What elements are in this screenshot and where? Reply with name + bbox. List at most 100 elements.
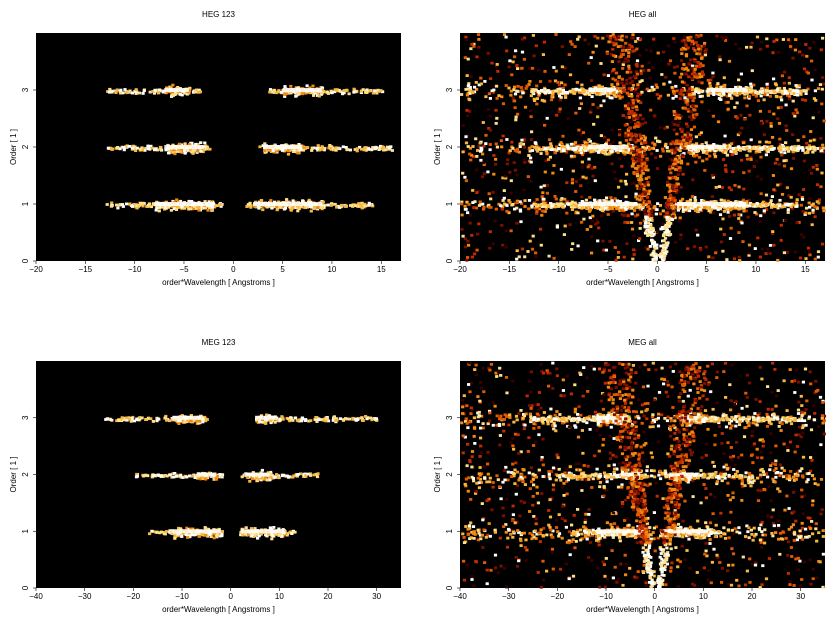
heatmap-pixel [814, 99, 817, 102]
heatmap-pixel [792, 157, 795, 160]
heatmap-pixel [679, 76, 682, 79]
heatmap-pixel [681, 67, 684, 70]
heatmap-pixel [495, 208, 498, 211]
heatmap-pixel [822, 83, 825, 86]
heatmap-pixel [353, 88, 356, 91]
heatmap-pixel [821, 76, 824, 79]
heatmap-pixel [627, 102, 630, 105]
heatmap-pixel [179, 93, 182, 96]
heatmap-pixel [656, 93, 659, 96]
heatmap-pixel [671, 86, 674, 89]
heatmap-pixel [296, 210, 299, 213]
heatmap-pixel [632, 248, 635, 251]
heatmap-pixel [492, 242, 495, 245]
heatmap-pixel [640, 137, 643, 140]
heatmap-pixel [766, 89, 769, 92]
heatmap-pixel [515, 222, 518, 225]
heatmap-pixel [553, 195, 556, 198]
heatmap-pixel [465, 179, 468, 182]
heatmap-pixel [722, 158, 725, 161]
heatmap-pixel [738, 48, 741, 51]
heatmap-pixel [730, 142, 733, 145]
heatmap-pixel [671, 187, 674, 190]
heatmap-pixel [711, 174, 714, 177]
heatmap-pixel [686, 163, 689, 166]
heatmap-pixel [743, 118, 746, 121]
heatmap-pixel [720, 199, 723, 202]
heatmap-pixel [576, 212, 579, 215]
heatmap-pixel [469, 86, 472, 89]
heatmap-pixel [662, 210, 665, 213]
heatmap-pixel [560, 141, 563, 144]
heatmap-pixel [642, 142, 645, 145]
heatmap-pixel [475, 191, 478, 194]
heatmap-pixel [683, 147, 686, 150]
heatmap-pixel [611, 48, 614, 51]
heatmap-pixel [528, 199, 531, 202]
heatmap-pixel [670, 203, 673, 206]
heatmap-pixel [615, 259, 618, 262]
heatmap-pixel [672, 37, 675, 40]
heatmap-pixel [673, 41, 676, 44]
heatmap-pixel [632, 154, 635, 157]
heatmap-pixel [206, 209, 209, 212]
heatmap-pixel [805, 55, 808, 58]
heatmap-pixel [516, 174, 519, 177]
heatmap-pixel [733, 214, 736, 217]
heatmap-pixel [811, 223, 814, 226]
heatmap-pixel [769, 122, 772, 125]
heatmap-pixel [472, 45, 475, 48]
heatmap-pixel [567, 117, 570, 120]
heatmap-pixel [761, 248, 764, 251]
heatmap-pixel [473, 86, 476, 89]
heatmap-pixel [651, 66, 654, 69]
heatmap-pixel [193, 91, 196, 94]
heatmap-pixel [594, 223, 597, 226]
heatmap-pixel [521, 248, 524, 251]
heatmap-pixel [759, 110, 762, 113]
heatmap-pixel [644, 222, 647, 225]
heatmap-pixel [505, 229, 508, 232]
heatmap-pixel [153, 148, 156, 151]
heatmap-pixel [776, 117, 779, 120]
heatmap-pixel [318, 95, 321, 98]
heatmap-pixel [779, 96, 782, 99]
heatmap-pixel [705, 246, 708, 249]
heatmap-pixel [631, 104, 634, 107]
heatmap-pixel [594, 179, 597, 182]
heatmap-pixel [765, 120, 768, 123]
heatmap-pixel [680, 59, 683, 62]
heatmap-pixel [808, 197, 811, 200]
heatmap-pixel [680, 52, 683, 55]
heatmap-pixel [541, 191, 544, 194]
heatmap-pixel [725, 149, 728, 152]
heatmap-pixel [638, 237, 641, 240]
heatmap-pixel [462, 151, 465, 154]
heatmap-pixel [656, 231, 659, 234]
heatmap-pixel [682, 139, 685, 142]
heatmap-pixel [711, 75, 714, 78]
heatmap-pixel [340, 204, 343, 207]
heatmap-pixel [560, 81, 563, 84]
heatmap-pixel [376, 89, 379, 92]
heatmap-pixel [552, 164, 555, 167]
heatmap-pixel [591, 220, 594, 223]
heatmap-pixel [631, 50, 634, 53]
heatmap-pixel [621, 35, 624, 38]
heatmap-pixel [804, 43, 807, 46]
heatmap-pixel [548, 80, 551, 83]
heatmap-pixel [582, 218, 585, 221]
heatmap-pixel [564, 91, 567, 94]
heatmap-pixel [593, 166, 596, 169]
heatmap-pixel [123, 148, 126, 151]
heatmap-pixel [725, 36, 728, 39]
heatmap-pixel [686, 84, 689, 87]
heatmap-pixel [342, 145, 345, 148]
heatmap-pixel [821, 37, 824, 40]
heatmap-pixel [558, 110, 561, 113]
heatmap-pixel [792, 112, 795, 115]
heatmap-pixel [721, 186, 724, 189]
heatmap-pixel [693, 109, 696, 112]
heatmap-pixel [569, 73, 572, 76]
heatmap-pixel [722, 38, 725, 41]
